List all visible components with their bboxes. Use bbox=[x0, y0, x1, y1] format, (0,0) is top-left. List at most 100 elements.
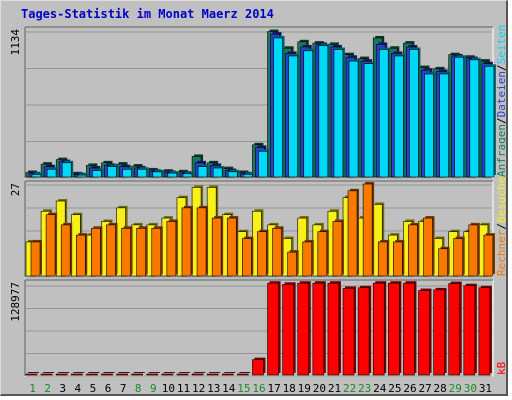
bar-kb-day-11 bbox=[176, 373, 189, 376]
bar-kb-day-24 bbox=[372, 282, 385, 376]
bar-seiten-day-3 bbox=[61, 162, 72, 178]
day-label-20: 20 bbox=[313, 382, 326, 395]
day-label-19: 19 bbox=[298, 382, 311, 395]
day-label-6: 6 bbox=[105, 382, 112, 395]
bar-kb-day-1 bbox=[25, 373, 38, 376]
bar-kb-day-21 bbox=[327, 282, 340, 376]
day-label-16: 16 bbox=[252, 382, 265, 395]
bar-kb-day-15 bbox=[237, 373, 249, 376]
day-label-11: 11 bbox=[177, 382, 190, 395]
bar-rechner-day-9 bbox=[151, 227, 162, 277]
day-label-29: 29 bbox=[449, 382, 462, 395]
legend-entry: Dateien bbox=[495, 71, 508, 117]
bar-rechner-day-2 bbox=[45, 214, 56, 277]
day-label-7: 7 bbox=[120, 382, 127, 395]
bar-kb-day-5-shadow bbox=[88, 372, 100, 373]
bar-rechner-day-18 bbox=[287, 251, 297, 277]
bar-kb-day-30 bbox=[463, 285, 476, 376]
legend-entry: / bbox=[495, 64, 508, 71]
bar-seiten-day-16 bbox=[258, 150, 268, 178]
bar-rechner-day-17 bbox=[272, 227, 282, 277]
bar-kb-day-6-shadow bbox=[103, 372, 115, 373]
legend-entry: Rechner bbox=[495, 229, 508, 276]
bar-seiten-day-29 bbox=[454, 56, 465, 178]
bar-kb-day-10 bbox=[161, 373, 174, 376]
bar-kb-day-5 bbox=[86, 373, 98, 376]
bar-rechner-day-22 bbox=[347, 190, 358, 277]
bar-seiten-day-31 bbox=[484, 65, 495, 178]
bar-rechner-day-29 bbox=[453, 238, 464, 277]
bar-kb-day-4 bbox=[70, 373, 83, 376]
bar-kb-day-9 bbox=[146, 373, 159, 376]
bar-kb-day-17 bbox=[267, 282, 279, 376]
bar-seiten-day-24 bbox=[378, 49, 389, 178]
page-title: Tages-Statistik im Monat Maerz 2014 bbox=[21, 7, 274, 21]
bar-seiten-day-9 bbox=[152, 171, 163, 178]
day-label-3: 3 bbox=[59, 382, 66, 395]
bar-kb-day-8 bbox=[131, 373, 143, 376]
bar-kb-day-31 bbox=[478, 287, 491, 376]
bar-seiten-day-13 bbox=[212, 167, 223, 178]
legend-1: Anfragen/Dateien/Seiten bbox=[495, 25, 508, 177]
bar-rechner-day-14 bbox=[226, 217, 237, 277]
bar-seiten-day-10 bbox=[167, 172, 178, 178]
bar-kb-day-2-shadow bbox=[43, 372, 55, 373]
bar-seiten-day-8 bbox=[137, 168, 147, 178]
day-label-9: 9 bbox=[150, 382, 157, 395]
day-label-15: 15 bbox=[237, 382, 250, 395]
bar-kb-day-8-shadow bbox=[133, 372, 145, 373]
day-label-18: 18 bbox=[283, 382, 296, 395]
bar-kb-day-3 bbox=[55, 373, 68, 376]
bar-rechner-day-30 bbox=[468, 224, 479, 277]
day-label-10: 10 bbox=[162, 382, 175, 395]
bar-kb-day-1-shadow bbox=[28, 372, 39, 373]
day-label-23: 23 bbox=[358, 382, 371, 395]
bar-seiten-day-25 bbox=[394, 55, 404, 178]
bar-kb-day-25 bbox=[388, 282, 400, 376]
bar-kb-day-16 bbox=[252, 359, 264, 376]
bar-seiten-day-28 bbox=[439, 73, 449, 178]
bar-kb-day-9-shadow bbox=[148, 372, 160, 373]
legend-entry: kB bbox=[495, 361, 508, 375]
day-label-24: 24 bbox=[373, 382, 387, 395]
bar-rechner-day-19 bbox=[302, 241, 313, 277]
bar-rechner-day-11 bbox=[181, 207, 192, 277]
bar-kb-day-6 bbox=[101, 373, 113, 376]
bar-rechner-day-15 bbox=[242, 238, 252, 277]
legend-3: kB bbox=[495, 361, 508, 375]
bar-kb-day-11-shadow bbox=[178, 372, 190, 373]
legend-entry: Besuche bbox=[495, 177, 508, 223]
bar-kb-day-27 bbox=[418, 290, 430, 376]
day-label-12: 12 bbox=[192, 382, 205, 395]
bar-kb-day-13-shadow bbox=[209, 372, 221, 373]
day-label-31: 31 bbox=[479, 382, 492, 395]
bar-rechner-day-8 bbox=[136, 227, 146, 277]
y-max-label-3: 128977 bbox=[9, 282, 22, 322]
day-label-1: 1 bbox=[29, 382, 36, 395]
bar-rechner-day-26 bbox=[408, 224, 418, 277]
bar-rechner-day-25 bbox=[393, 241, 403, 277]
bar-rechner-day-6 bbox=[106, 224, 116, 277]
bar-rechner-day-28 bbox=[438, 248, 448, 277]
day-label-2: 2 bbox=[44, 382, 51, 395]
bar-kb-day-23 bbox=[357, 287, 370, 376]
legend-entry: Seiten bbox=[495, 25, 508, 65]
bar-seiten-day-2 bbox=[46, 168, 57, 178]
bar-seiten-day-20 bbox=[318, 45, 329, 178]
bar-rechner-day-3 bbox=[60, 224, 71, 277]
bar-seiten-day-11 bbox=[182, 173, 193, 178]
bar-kb-day-2 bbox=[40, 373, 53, 376]
day-label-25: 25 bbox=[388, 382, 401, 395]
day-label-21: 21 bbox=[328, 382, 341, 395]
bar-kb-day-4-shadow bbox=[73, 372, 85, 373]
bar-rechner-day-10 bbox=[166, 221, 177, 277]
y-max-label-2: 27 bbox=[9, 183, 22, 196]
bar-seiten-day-6 bbox=[107, 166, 117, 178]
day-label-28: 28 bbox=[434, 382, 447, 395]
bar-rechner-day-7 bbox=[121, 227, 131, 277]
bar-rechner-day-27 bbox=[423, 217, 433, 277]
bar-kb-day-22 bbox=[342, 288, 355, 376]
day-label-5: 5 bbox=[90, 382, 97, 395]
bar-kb-day-26 bbox=[403, 282, 415, 376]
